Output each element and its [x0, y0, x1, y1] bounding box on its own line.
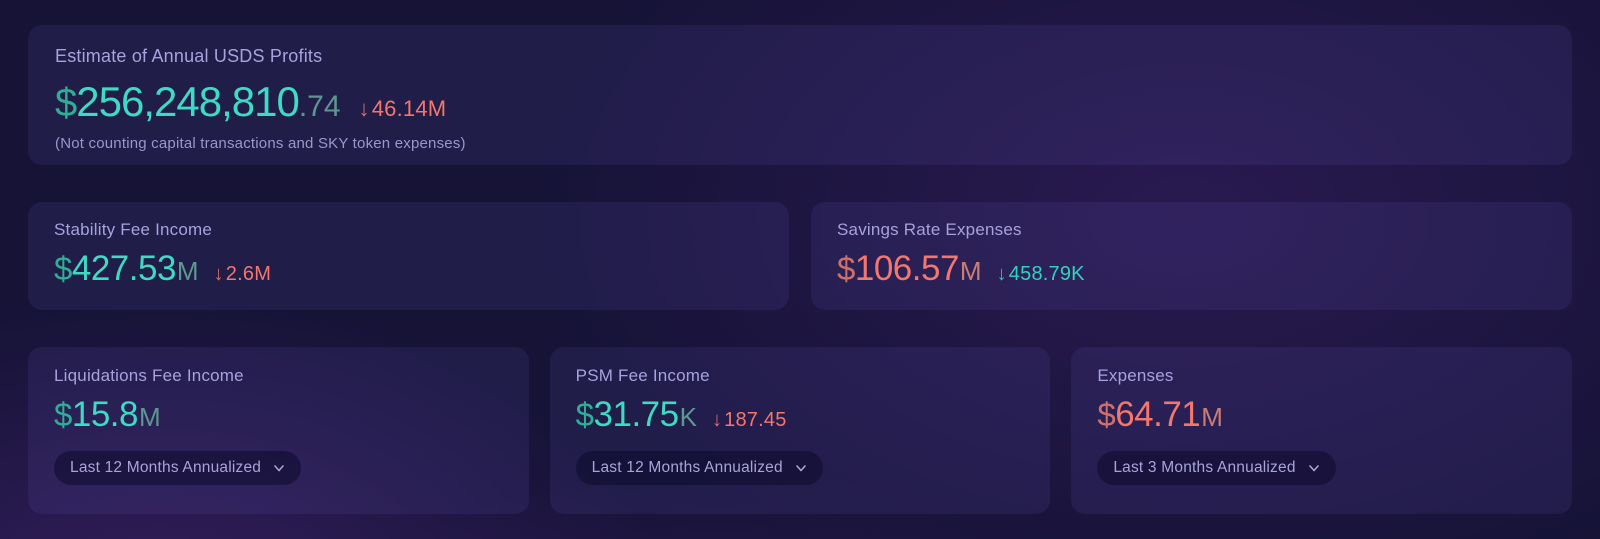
value-number: 427.53: [71, 249, 177, 288]
dashboard: Estimate of Annual USDS Profits $256,248…: [28, 25, 1572, 514]
delta-value: 458.79K: [1008, 263, 1085, 285]
card-title: Estimate of Annual USDS Profits: [55, 46, 323, 66]
value-suffix: M: [1201, 402, 1223, 432]
currency-symbol: $: [54, 396, 72, 433]
metric-value: $106.57 M ↓ 458.79K: [837, 249, 1546, 289]
card-title: Expenses: [1097, 366, 1174, 385]
card-title: Stability Fee Income: [54, 220, 213, 239]
period-row: Liquidations Fee Income $15.8 M Last 12 M…: [28, 347, 1572, 514]
psm-fee-income-card: PSM Fee Income $31.75 K ↓ 187.45 Last 12 M…: [549, 347, 1051, 514]
value-number: 15.8: [71, 395, 139, 434]
metric-value: $256,248,810.74 ↓46.14M: [55, 78, 1545, 126]
currency-symbol: $: [54, 250, 72, 287]
metric-value: $31.75 K ↓ 187.45: [576, 395, 1025, 435]
value-suffix: M: [176, 256, 199, 286]
liquidations-fee-income-card: Liquidations Fee Income $15.8 M Last 12 M…: [28, 347, 529, 514]
value-suffix: M: [138, 402, 161, 432]
card-title: Savings Rate Expenses: [837, 220, 1022, 239]
delta-badge: ↓ 2.6M: [214, 263, 271, 286]
period-dropdown-button[interactable]: Last 12 Months Annualized: [575, 451, 823, 485]
value-number: 106.57: [854, 249, 960, 288]
card-title: PSM Fee Income: [575, 366, 710, 385]
currency-symbol: $: [837, 250, 855, 287]
value-number: 31.75: [593, 395, 680, 434]
delta-badge: ↓46.14M: [359, 96, 447, 122]
metric-value: $427.53 M ↓ 2.6M: [54, 249, 763, 289]
value-suffix: K: [679, 402, 697, 432]
value-suffix: M: [959, 256, 982, 286]
dropdown-label: Last 12 Months Annualized: [70, 459, 262, 476]
stability-fee-income-card: Stability Fee Income $427.53 M ↓ 2.6M: [28, 202, 789, 310]
currency-symbol: $: [1097, 396, 1116, 433]
dropdown-label: Last 12 Months Annualized: [591, 459, 783, 476]
chevron-down-icon: [1307, 461, 1321, 475]
delta-badge: ↓ 458.79K: [997, 263, 1085, 286]
arrow-down-icon: ↓: [996, 263, 1007, 285]
expenses-card: Expenses $64.71 M Last 3 Months Annualize…: [1071, 347, 1572, 514]
savings-rate-expenses-card: Savings Rate Expenses $106.57 M ↓ 458.79K: [811, 202, 1572, 310]
currency-symbol: $: [55, 81, 77, 125]
metric-value: $64.71 M: [1097, 395, 1546, 435]
delta-badge: ↓ 187.45: [712, 409, 787, 432]
value-integer: 256,248,810: [76, 78, 300, 125]
delta-value: 2.6M: [225, 263, 272, 285]
arrow-down-icon: ↓: [711, 409, 723, 431]
period-dropdown-button[interactable]: Last 12 Months Annualized: [54, 451, 302, 485]
dropdown-label: Last 3 Months Annualized: [1113, 459, 1296, 476]
chevron-down-icon: [272, 461, 286, 475]
period-dropdown-button[interactable]: Last 3 Months Annualized: [1097, 451, 1336, 485]
metric-value: $15.8 M: [54, 395, 503, 435]
delta-value: 46.14M: [371, 96, 447, 121]
summary-note: (Not counting capital transactions and S…: [55, 135, 466, 152]
value-decimal: .74: [298, 90, 341, 123]
arrow-down-icon: ↓: [213, 263, 224, 285]
income-row: Stability Fee Income $427.53 M ↓ 2.6M Savi…: [28, 202, 1572, 310]
arrow-down-icon: ↓: [358, 96, 370, 121]
value-number: 64.71: [1115, 395, 1201, 434]
card-title: Liquidations Fee Income: [54, 366, 244, 385]
delta-value: 187.45: [724, 409, 787, 431]
chevron-down-icon: [794, 461, 808, 475]
currency-symbol: $: [575, 396, 594, 433]
annual-profits-card: Estimate of Annual USDS Profits $256,248…: [28, 25, 1572, 165]
